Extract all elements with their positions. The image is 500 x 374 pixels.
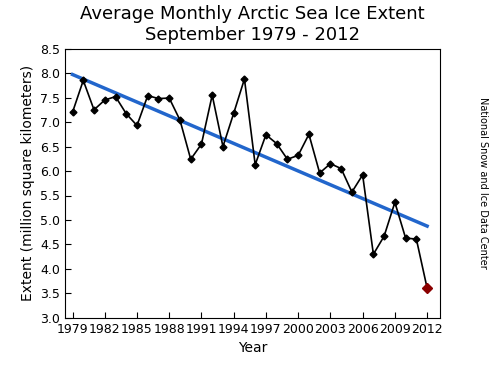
Text: National Snow and Ice Data Center: National Snow and Ice Data Center (478, 97, 488, 269)
Y-axis label: Extent (million square kilometers): Extent (million square kilometers) (20, 65, 34, 301)
X-axis label: Year: Year (238, 341, 267, 355)
Title: Average Monthly Arctic Sea Ice Extent
September 1979 - 2012: Average Monthly Arctic Sea Ice Extent Se… (80, 6, 425, 44)
